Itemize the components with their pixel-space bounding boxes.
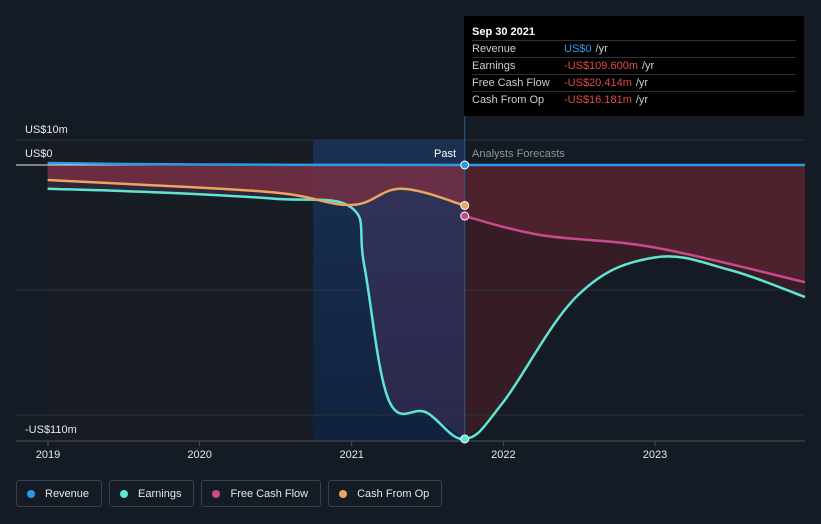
legend-item-revenue[interactable]: Revenue: [16, 480, 103, 507]
tooltip-row-unit: /yr: [635, 94, 649, 106]
tooltip-date: Sep 30 2021: [472, 26, 535, 38]
cash-from-op-area: [47, 165, 465, 206]
legend-label: Free Cash Flow: [230, 487, 309, 500]
tooltip-row-value: -US$20.414m: [564, 77, 632, 89]
earnings-line: [47, 187, 806, 441]
x-tick-label: 2019: [36, 449, 60, 461]
y-axis-top-label: US$10m: [25, 124, 68, 136]
tooltip-row: Free Cash Flow -US$20.414m/yr: [472, 74, 796, 91]
legend-label: Earnings: [138, 487, 182, 500]
x-tick-label: 2021: [339, 449, 363, 461]
legend-item-cash-from-op[interactable]: Cash From Op: [328, 480, 443, 507]
tooltip-row: Earnings -US$109.600m/yr: [472, 57, 796, 74]
legend-item-free-cash-flow[interactable]: Free Cash Flow: [201, 480, 322, 507]
tooltip-row: Revenue US$0/yr: [472, 40, 796, 57]
x-tick-label: 2023: [643, 449, 667, 461]
free-cash-flow-marker: [460, 211, 470, 221]
tooltip-row-value: -US$16.181m: [564, 94, 632, 106]
legend: Revenue Earnings Free Cash Flow Cash From O…: [16, 480, 443, 507]
tooltip-row-name: Free Cash Flow: [472, 77, 550, 89]
legend-label: Revenue: [45, 487, 90, 500]
revenue-marker: [460, 160, 470, 170]
legend-label: Cash From Op: [357, 487, 430, 500]
tooltip-row: Cash From Op -US$16.181m/yr: [472, 91, 796, 108]
legend-dot-icon: [339, 489, 348, 498]
tooltip-row-name: Cash From Op: [472, 94, 545, 106]
tooltip-row-name: Revenue: [472, 43, 517, 55]
tooltip-row-value: -US$109.600m: [564, 60, 638, 72]
free-cash-flow-area: [464, 165, 805, 283]
x-tick-label: 2020: [187, 449, 211, 461]
legend-item-earnings[interactable]: Earnings: [109, 480, 195, 507]
tooltip-row-value: US$0: [564, 43, 592, 55]
tooltip-row-name: Earnings: [472, 60, 516, 72]
legend-dot-icon: [27, 489, 35, 498]
analysts-forecasts-label: Analysts Forecasts: [472, 148, 565, 160]
tooltip: Sep 30 2021 Revenue US$0/yr Earnings -US$10…: [464, 16, 804, 116]
tooltip-row-unit: /yr: [642, 60, 655, 72]
cash-from-op-line: [47, 178, 466, 207]
y-axis-bottom-label: -US$110m: [25, 424, 77, 436]
tooltip-row-unit: /yr: [595, 43, 608, 55]
y-axis-zero-label: US$0: [25, 148, 53, 160]
earnings-marker: [460, 434, 470, 444]
revenue-line: [47, 161, 806, 167]
legend-dot-icon: [120, 489, 129, 498]
tooltip-row-unit: /yr: [635, 77, 649, 89]
x-tick-label: 2022: [491, 449, 515, 461]
free-cash-flow-line: [464, 214, 806, 284]
cash-from-op-marker: [460, 200, 470, 210]
legend-dot-icon: [212, 489, 221, 498]
past-label: Past: [434, 148, 456, 160]
